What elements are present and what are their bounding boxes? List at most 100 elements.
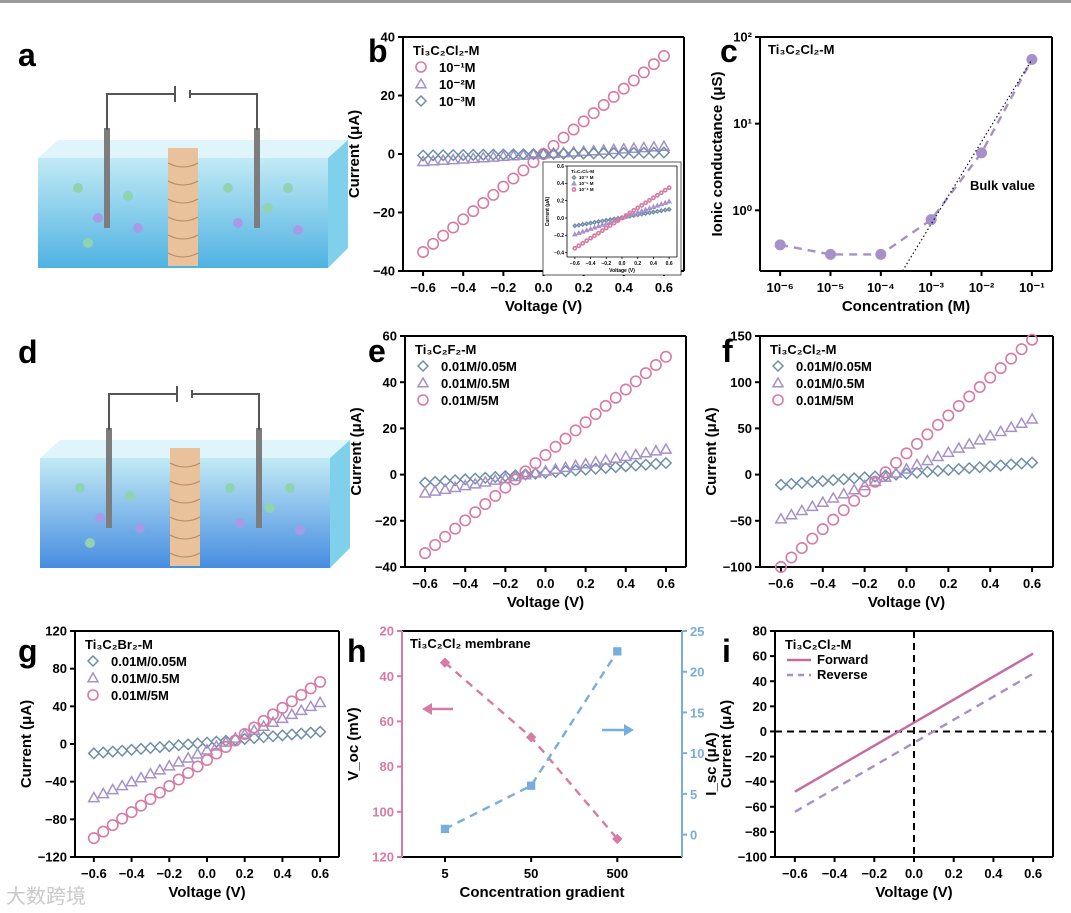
marker-square — [613, 647, 622, 656]
marker-diamond — [571, 174, 577, 181]
marker-circle — [427, 237, 440, 250]
series-line — [444, 661, 619, 840]
chart-b: −0.6 −0.4 −0.2 0.0 0.2 0.4 0.6 −40 −20 0 20 40 Volta… — [346, 30, 685, 315]
membrane-layer — [169, 480, 201, 486]
marker-circle — [116, 812, 129, 825]
marker-diamond — [426, 149, 440, 162]
marker-circle — [806, 532, 819, 545]
marker-diamond — [591, 219, 598, 226]
marker-triangle — [1015, 416, 1029, 428]
marker-triangle — [595, 223, 602, 229]
marker-circle — [437, 229, 450, 242]
marker-diamond — [858, 471, 871, 484]
series-0.01M/0.05M — [418, 456, 673, 489]
ion — [283, 183, 293, 193]
marker-triangle — [266, 715, 280, 728]
marker-circle — [499, 481, 512, 494]
panel-letter: d — [18, 334, 38, 370]
marker-circle — [984, 371, 997, 384]
series-Bulk value — [901, 59, 1033, 272]
legend-item: 0.01M/5M — [772, 393, 854, 408]
y-tick-label: 40 — [383, 375, 397, 390]
marker-diamond — [583, 221, 590, 227]
membrane-layer — [167, 198, 199, 204]
marker-triangle — [952, 441, 966, 453]
chart-g: −0.6 −0.4 −0.2 0.0 0.2 0.4 0.6 −120 −80 −40 0 40 80 1… — [18, 624, 340, 901]
marker-diamond — [416, 359, 430, 373]
marker-diamond — [994, 459, 1007, 472]
marker-triangle — [438, 482, 452, 495]
marker-circle — [153, 786, 166, 799]
marker-diamond — [662, 207, 668, 213]
x-tick-label: 0.6 — [657, 576, 675, 591]
marker-diamond — [477, 148, 490, 161]
marker-circle — [519, 465, 532, 478]
marker-circle — [890, 456, 903, 469]
series-Measured — [774, 54, 1038, 260]
y-tick-label: −100 — [723, 560, 752, 575]
marker-diamond — [448, 473, 462, 487]
x-tick-label: −0.4 — [586, 261, 596, 267]
x-tick-label: 0.2 — [945, 866, 963, 881]
y-tick-label: 40 — [380, 669, 394, 684]
marker-diamond — [599, 461, 612, 475]
marker-diamond — [659, 456, 673, 470]
marker-circle — [607, 223, 613, 228]
marker-triangle — [1004, 420, 1018, 433]
x-tick-label: 0.2 — [236, 866, 254, 881]
marker-triangle — [537, 147, 550, 159]
panel-letter: b — [368, 33, 388, 69]
marker-diamond — [247, 731, 261, 745]
marker-diamond — [816, 474, 830, 488]
marker-circle — [599, 399, 612, 412]
series-10⁻⁵ M — [571, 198, 673, 237]
marker-circle — [479, 498, 492, 511]
legend-label: Forward — [817, 652, 868, 667]
marker-circle — [539, 448, 552, 461]
y-tick-label: −40 — [745, 774, 767, 789]
y-tick-label: −0.4 — [554, 250, 564, 256]
marker-diamond — [115, 744, 129, 757]
marker-triangle — [172, 755, 186, 767]
marker-triangle — [868, 474, 882, 487]
marker-circle — [457, 213, 470, 226]
marker-circle — [1005, 352, 1018, 365]
x-tick-label: 0.6 — [1023, 576, 1041, 591]
x-tick-label: 0.0 — [534, 280, 552, 295]
marker-diamond — [529, 467, 542, 480]
marker-circle — [921, 428, 934, 441]
legend-label: 10⁻⁴ M — [579, 187, 594, 192]
marker-triangle — [994, 424, 1008, 437]
legend-item: 10⁻⁵ M — [571, 180, 594, 186]
y-tick-label: 40 — [53, 699, 67, 714]
marker-circle — [589, 408, 602, 421]
legend-item: 0.01M/0.05M — [416, 359, 517, 374]
marker-diamond — [666, 206, 672, 212]
marker-circle — [191, 760, 204, 773]
legend-title: Ti₃C₂F₂-M — [415, 342, 476, 357]
marker-triangle — [228, 731, 242, 743]
x-tick-label: 0.6 — [666, 261, 673, 267]
marker-circle — [87, 689, 99, 701]
x-tick-label: 50 — [524, 866, 538, 881]
marker-circle — [637, 66, 650, 79]
legend-item: 10⁻³M — [414, 94, 475, 109]
marker-circle — [517, 164, 530, 177]
marker-circle — [97, 825, 110, 838]
marker-triangle — [647, 140, 661, 152]
x-axis-label: Voltage (V) — [868, 594, 945, 611]
ion — [125, 491, 135, 501]
y-tick-label: 0.4 — [557, 181, 564, 187]
x-tick-label: −0.4 — [822, 866, 848, 881]
membrane-layer — [167, 180, 199, 186]
x-axis-label: Voltage (V) — [505, 298, 582, 315]
y-tick-label: 0 — [60, 737, 67, 752]
marker-circle — [942, 409, 955, 422]
marker-diamond — [647, 146, 661, 159]
membrane-layer — [167, 234, 199, 240]
marker-circle — [449, 522, 462, 535]
marker-circle — [649, 358, 662, 371]
marker-triangle — [973, 433, 987, 445]
ion — [233, 218, 243, 228]
marker-circle — [994, 362, 1007, 375]
